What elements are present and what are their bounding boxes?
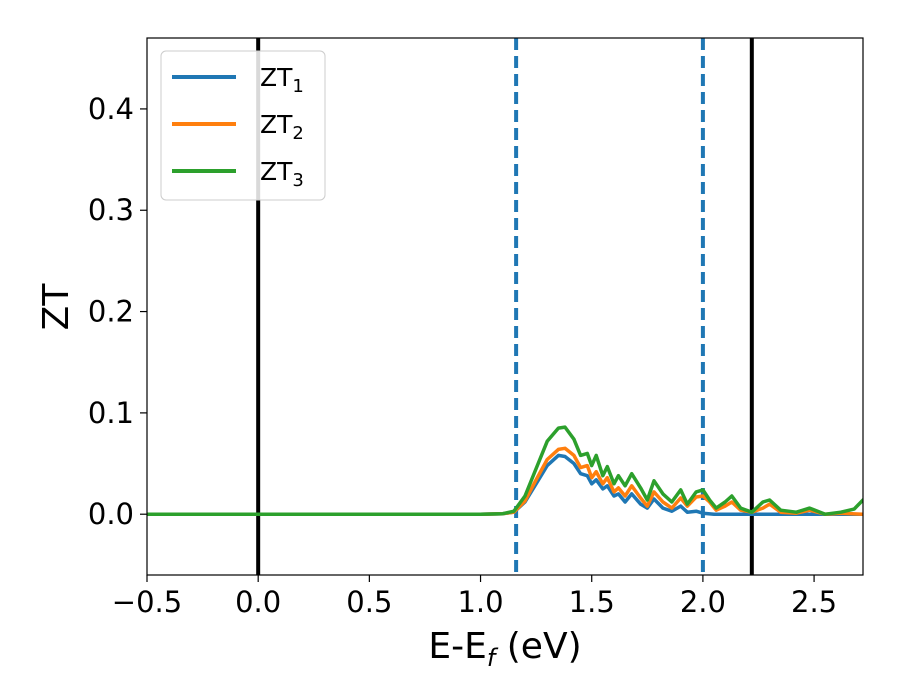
legend-label-2-sub: 2 (292, 123, 303, 144)
y-tick-label: 0.4 (88, 92, 134, 126)
y-tick-label: 0.2 (88, 295, 134, 329)
x-tick-label: −0.5 (112, 585, 182, 619)
plot-frame (146, 37, 864, 576)
series-line-zt2 (147, 446, 863, 516)
legend-label-1-sub: 1 (292, 76, 303, 97)
x-tick-label: 0.5 (346, 585, 392, 619)
legend-label-1-main: ZT (260, 63, 293, 92)
y-tick-label: 0.3 (88, 193, 134, 227)
legend-label-3: ZT3 (260, 157, 304, 191)
legend-label-3-main: ZT (260, 157, 293, 186)
legend-label-1: ZT1 (260, 63, 304, 97)
series-lines (147, 425, 863, 516)
y-tick-label: 0.0 (88, 497, 134, 531)
x-tick-label: 0.0 (235, 585, 281, 619)
x-tick-label: 2.0 (680, 585, 726, 619)
legend-entry-1: ZT1 (172, 63, 304, 97)
series-line-zt3 (147, 425, 863, 516)
y-axis-ticks: 0.0 0.1 0.2 0.3 0.4 (88, 92, 147, 531)
x-axis-ticks: −0.5 0.0 0.5 1.0 1.5 2.0 2.5 (112, 575, 837, 619)
x-axis-label: E-Ef (eV) (428, 626, 581, 672)
x-axis-label-main: E-E (428, 626, 486, 667)
series-line-zt1 (147, 453, 863, 516)
legend-entry-2: ZT2 (172, 110, 304, 144)
legend-label-2: ZT2 (260, 110, 304, 144)
legend-label-3-sub: 3 (292, 170, 303, 191)
y-axis-label: ZT (36, 283, 77, 331)
y-tick-label: 0.1 (88, 396, 134, 430)
legend-box (160, 50, 326, 201)
legend-label-2-main: ZT (260, 110, 293, 139)
x-tick-label: 1.0 (457, 585, 503, 619)
legend-entry-3: ZT3 (172, 157, 304, 191)
x-tick-label: 1.5 (569, 585, 615, 619)
legend: ZT1 ZT2 ZT3 (160, 50, 326, 201)
x-tick-label: 2.5 (791, 585, 837, 619)
x-axis-label-unit: (eV) (495, 626, 581, 667)
